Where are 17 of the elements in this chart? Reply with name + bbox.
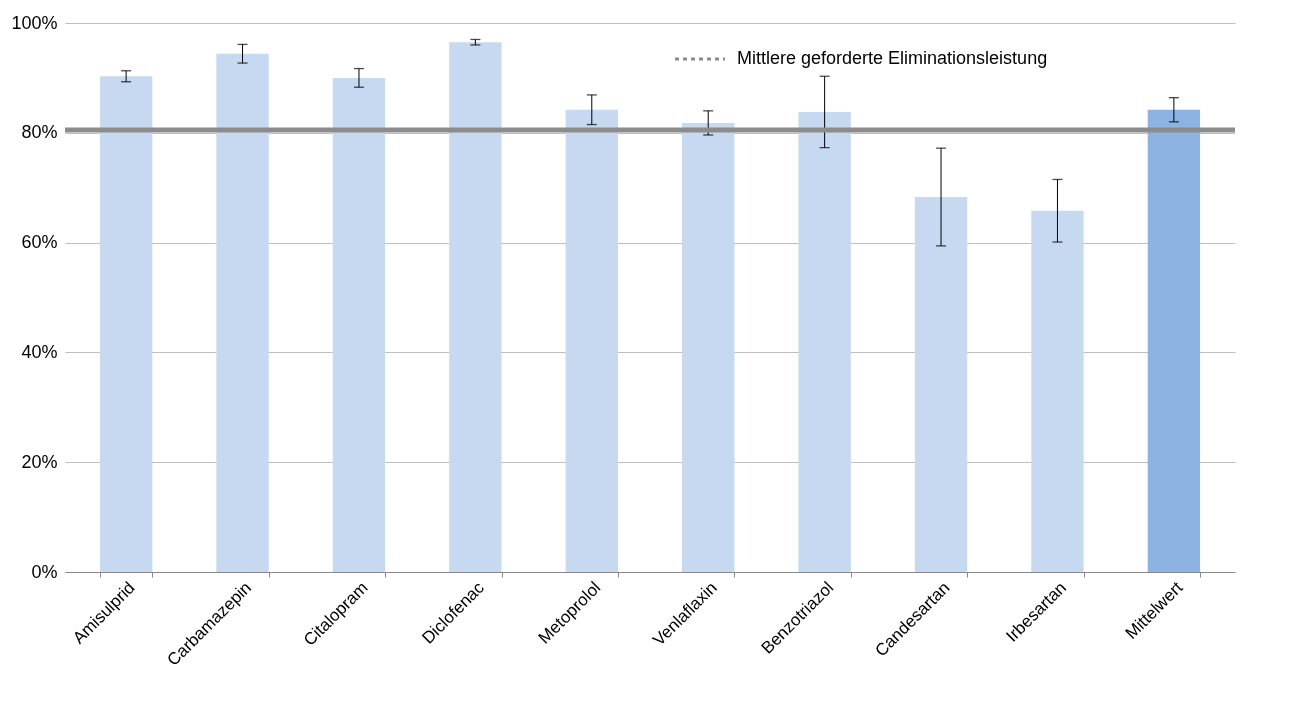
y-tick-label: 20%	[21, 451, 58, 472]
bar	[99, 76, 153, 572]
bar	[332, 77, 386, 572]
y-tick-label: 80%	[21, 122, 58, 143]
bar	[216, 53, 269, 572]
bar	[682, 122, 735, 572]
bar	[565, 109, 618, 572]
y-tick-label: 100%	[11, 12, 58, 33]
legend-label: Mittlere geforderte Eliminationsleistung	[737, 48, 1048, 68]
y-tick-label: 0%	[31, 561, 58, 582]
y-tick-label: 40%	[21, 341, 58, 362]
bar	[449, 42, 502, 572]
bar	[1031, 210, 1084, 572]
bar	[914, 197, 968, 572]
bar	[1147, 109, 1201, 572]
y-tick-label: 60%	[21, 232, 58, 253]
bar	[798, 111, 851, 572]
